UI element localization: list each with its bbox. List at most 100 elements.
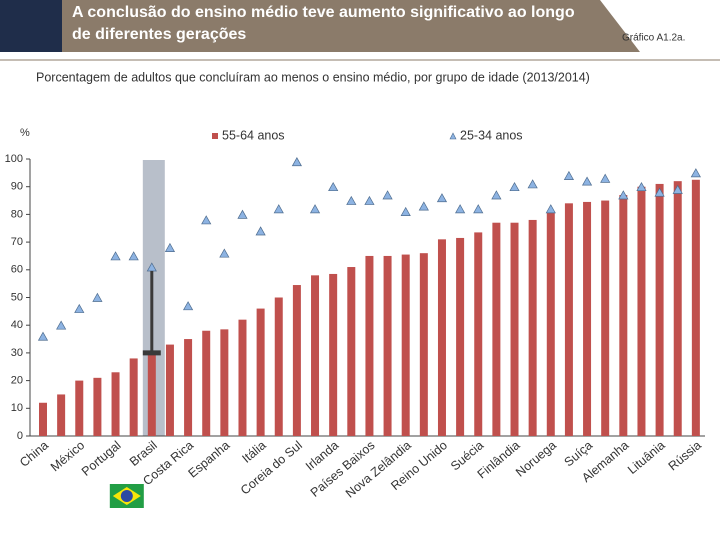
- bar: [383, 255, 392, 436]
- bar: [437, 239, 446, 436]
- bar: [202, 330, 211, 436]
- triangle-marker: [364, 195, 375, 205]
- triangle-marker: [455, 204, 466, 214]
- triangle-marker: [346, 195, 357, 205]
- triangle-marker: [654, 187, 665, 197]
- bar: [583, 201, 592, 436]
- bar: [474, 232, 483, 436]
- chart-title: A conclusão do ensino médio teve aumento…: [72, 4, 575, 43]
- bar: [528, 219, 537, 436]
- bar: [564, 203, 573, 436]
- header-block: [0, 0, 62, 52]
- bar: [365, 255, 374, 436]
- bar: [673, 181, 682, 436]
- triangle-marker: [92, 292, 103, 302]
- triangle-marker: [473, 204, 484, 214]
- triangle-marker: [309, 204, 321, 214]
- triangle-marker: [600, 173, 611, 183]
- x-tick-label: Lituânia: [625, 438, 668, 477]
- triangle-marker: [509, 181, 520, 192]
- y-tick-label: 0: [17, 430, 23, 442]
- triangle-marker: [74, 303, 85, 313]
- bar: [691, 179, 700, 436]
- bar: [546, 211, 555, 436]
- bar: [93, 377, 102, 436]
- y-tick-label: 90: [11, 181, 23, 193]
- triangle-marker: [164, 242, 176, 252]
- bar: [184, 339, 193, 436]
- legend-label: 55-64 anos: [222, 128, 285, 142]
- legend-label: 25-34 anos: [460, 128, 523, 142]
- triangle-marker: [491, 190, 502, 200]
- figure-label: Gráfico A1.2a.: [622, 33, 685, 44]
- triangle-marker: [37, 331, 49, 341]
- flag-globe: [120, 490, 133, 502]
- bar: [601, 200, 610, 436]
- triangle-marker: [128, 251, 139, 261]
- triangle-marker: [418, 201, 429, 211]
- triangle-marker: [618, 190, 629, 200]
- legend-swatch: [449, 132, 457, 140]
- bar: [274, 297, 283, 436]
- triangle-marker: [182, 301, 194, 311]
- y-tick-label: 100: [5, 153, 23, 165]
- bar: [401, 254, 410, 436]
- bar: [220, 329, 229, 436]
- triangle-marker: [201, 215, 212, 225]
- y-label: %: [20, 127, 30, 139]
- bar: [238, 319, 247, 436]
- x-tick-label: Itália: [239, 438, 268, 466]
- bar: [655, 183, 664, 436]
- bar: [510, 222, 519, 436]
- bar: [347, 267, 356, 436]
- y-tick-label: 20: [11, 375, 23, 387]
- bar: [329, 273, 338, 436]
- triangle-marker: [545, 204, 556, 214]
- bar: [75, 380, 84, 436]
- bar: [419, 253, 428, 436]
- x-tick-label: China: [17, 438, 51, 470]
- x-tick-label: Rússia: [666, 438, 704, 473]
- y-tick-label: 10: [11, 402, 23, 414]
- y-tick-label: 30: [11, 347, 23, 359]
- triangle-marker: [273, 204, 284, 214]
- title-box: A conclusão do ensino médio teve aumento…: [72, 4, 575, 43]
- triangle-marker: [563, 170, 575, 180]
- bar: [256, 308, 265, 436]
- y-tick-label: 50: [11, 291, 23, 303]
- x-tick-label: Espanha: [186, 438, 233, 480]
- triangle-marker: [581, 176, 593, 186]
- triangle-marker: [382, 190, 393, 200]
- bar: [456, 237, 465, 436]
- triangle-marker: [56, 320, 67, 330]
- y-tick-label: 60: [11, 264, 23, 276]
- triangle-marker: [110, 251, 121, 261]
- header-banner: [62, 0, 640, 52]
- triangle-marker: [328, 181, 339, 192]
- bar: [57, 394, 66, 436]
- bar: [147, 352, 156, 436]
- bar: [292, 285, 301, 436]
- y-tick-label: 40: [11, 319, 23, 331]
- triangle-marker: [636, 181, 647, 192]
- bar: [492, 222, 501, 436]
- bar: [619, 195, 628, 436]
- bar: [165, 344, 174, 436]
- triangle-marker: [690, 168, 701, 178]
- triangle-marker: [237, 209, 248, 219]
- triangle-marker: [436, 193, 448, 203]
- triangle-marker: [527, 179, 538, 189]
- triangle-marker: [672, 184, 683, 194]
- bar: [39, 402, 47, 436]
- triangle-marker: [255, 226, 266, 236]
- y-tick-label: 80: [11, 208, 23, 220]
- bar: [129, 358, 138, 436]
- triangle-marker: [291, 157, 302, 167]
- bar: [637, 186, 646, 436]
- x-tick-label: Noruega: [513, 438, 559, 480]
- bar: [311, 275, 320, 436]
- x-tick-label: Portugal: [79, 438, 124, 479]
- y-tick-label: 70: [11, 236, 23, 248]
